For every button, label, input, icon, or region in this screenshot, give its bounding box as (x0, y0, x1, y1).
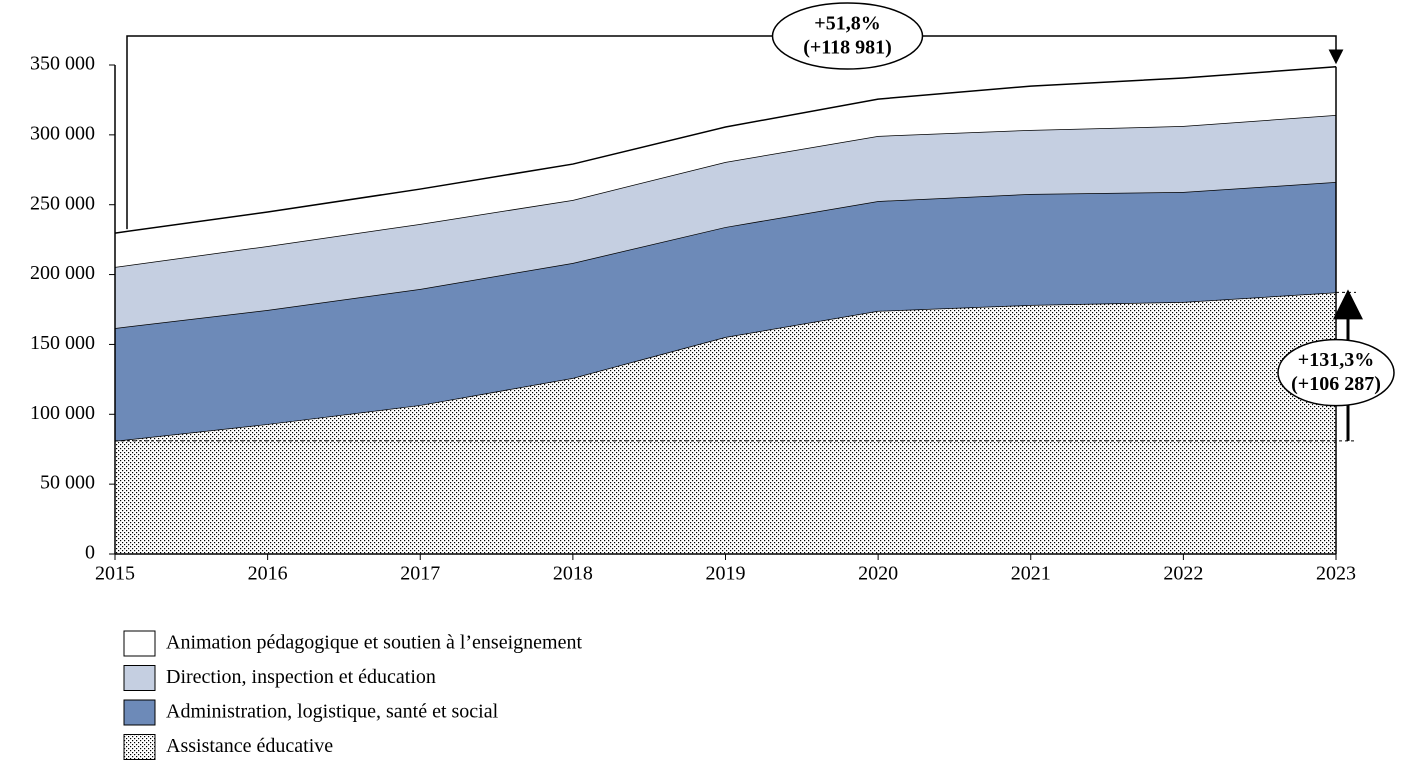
area-edge (114, 66, 1337, 234)
area (115, 182, 1336, 441)
annotation-bubble (1277, 338, 1395, 407)
x-tick-label: 2017 (400, 563, 440, 585)
legend-swatch (123, 734, 156, 760)
area (115, 292, 1336, 554)
y-tick-label: 300 000 (30, 122, 95, 144)
legend-label: Administration, logistique, santé et soc… (166, 701, 499, 723)
x-tick-label: 2019 (706, 563, 746, 585)
legend-label: Assistance éducative (166, 735, 333, 757)
x-tick-label: 2021 (1011, 563, 1051, 585)
y-tick-label: 50 000 (40, 472, 95, 494)
x-tick-label: 2020 (858, 563, 898, 585)
legend-label: Animation pédagogique et soutien à l’ens… (166, 632, 582, 654)
legend-label: Direction, inspection et éducation (166, 666, 436, 688)
annotation-text: (+106 287) (1291, 373, 1381, 395)
y-tick-label: 100 000 (30, 402, 95, 424)
x-tick-label: 2023 (1316, 563, 1356, 585)
area (115, 114, 1336, 329)
annotation-text: (+118 981) (803, 37, 892, 59)
legend-swatch (123, 699, 156, 726)
y-tick-label: 250 000 (30, 192, 95, 214)
area (115, 66, 1336, 268)
legend-swatch (123, 665, 156, 691)
x-tick-label: 2016 (248, 563, 288, 585)
annotation-text: +51,8% (814, 13, 880, 35)
x-tick-label: 2015 (95, 563, 135, 585)
y-tick-label: 350 000 (30, 53, 95, 75)
legend-swatch (123, 630, 156, 657)
y-tick-label: 200 000 (30, 262, 95, 284)
y-tick-label: 0 (85, 542, 95, 564)
annotation-bubble (771, 2, 924, 70)
bracket (126, 35, 1344, 230)
legend: Animation pédagogique et soutien à l’ens… (123, 630, 582, 760)
y-tick-label: 150 000 (30, 332, 95, 354)
x-tick-label: 2022 (1163, 563, 1203, 585)
x-tick-label: 2018 (553, 563, 593, 585)
annotation-text: +131,3% (1298, 349, 1374, 371)
